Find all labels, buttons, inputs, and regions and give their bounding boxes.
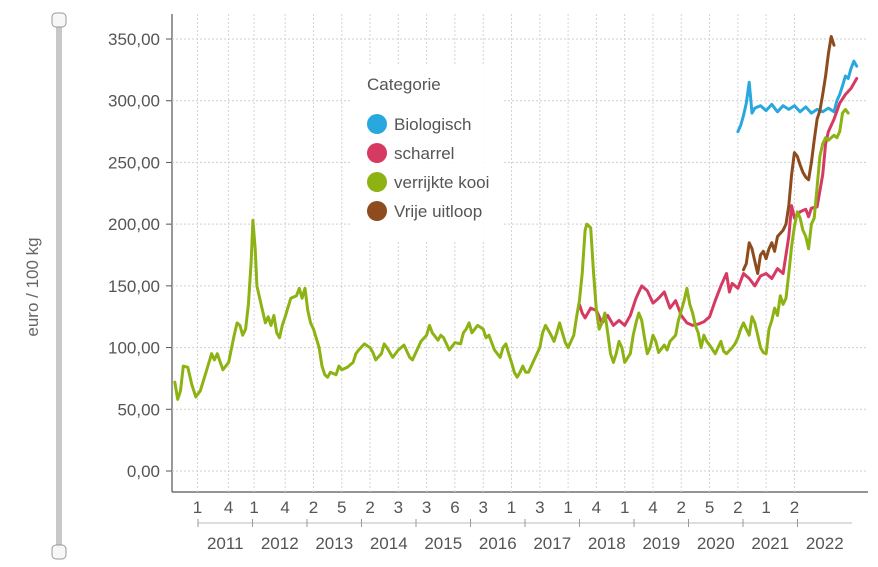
x-tick-label: 4 [648, 498, 657, 517]
y-tick-label: 0,00 [127, 462, 160, 481]
legend-item-label: scharrel [394, 144, 454, 163]
y-tick-label: 300,00 [108, 92, 160, 111]
y-tick-label: 150,00 [108, 277, 160, 296]
slider-bottom-handle[interactable] [51, 544, 67, 560]
legend: Categorie Biologisch scharrel verrijkte ko… [352, 64, 504, 242]
x-tick-label: 5 [337, 498, 346, 517]
x-tick-label: 3 [394, 498, 403, 517]
y-tick-label: 250,00 [108, 153, 160, 172]
year-label: 2012 [261, 534, 299, 553]
x-tick-label: 2 [677, 498, 686, 517]
x-tick-label: 1 [563, 498, 572, 517]
year-label: 2013 [315, 534, 353, 553]
legend-title: Categorie [367, 75, 441, 94]
y-axis-label: euro / 100 kg [23, 237, 42, 336]
x-tick-label: 2 [365, 498, 374, 517]
x-tick-label: 5 [705, 498, 714, 517]
legend-marker [367, 114, 387, 134]
legend-item-label: verrijkte kooi [394, 173, 489, 192]
series-line-verrijkte-kooi [173, 107, 850, 401]
x-tick-label: 2 [733, 498, 742, 517]
y-tick-label: 200,00 [108, 215, 160, 234]
legend-marker [367, 201, 387, 221]
y-tick-label: 100,00 [108, 339, 160, 358]
legend-marker [367, 172, 387, 192]
year-label: 2020 [697, 534, 735, 553]
year-label: 2017 [533, 534, 571, 553]
y-tick-label: 50,00 [117, 400, 160, 419]
year-label: 2021 [751, 534, 789, 553]
x-tick-label: 1 [507, 498, 516, 517]
x-tick-label: 4 [592, 498, 601, 517]
legend-item-label: Biologisch [394, 115, 472, 134]
x-tick-label: 6 [450, 498, 459, 517]
legend-marker [367, 143, 387, 163]
x-tick-label: 4 [224, 498, 233, 517]
year-label: 2014 [370, 534, 408, 553]
series-line-scharrel [577, 77, 859, 327]
x-tick-label: 1 [761, 498, 770, 517]
x-tick-label: 1 [620, 498, 629, 517]
x-tick-label: 1 [193, 498, 202, 517]
x-tick-label: 3 [535, 498, 544, 517]
x-tick-label: 2 [309, 498, 318, 517]
slider-top-handle[interactable] [51, 12, 67, 28]
year-label: 2019 [642, 534, 680, 553]
series-line-biologisch [736, 59, 859, 134]
year-label: 2022 [806, 534, 844, 553]
x-tick-label: 1 [249, 498, 258, 517]
slider-track [56, 20, 62, 553]
x-tick-label: 2 [790, 498, 799, 517]
y-range-slider[interactable] [51, 12, 67, 560]
year-label: 2016 [479, 534, 517, 553]
year-label: 2018 [588, 534, 626, 553]
series-line-vrije-uitloop [742, 35, 836, 275]
legend-item-label: Vrije uitloop [394, 202, 482, 221]
series-lines [173, 35, 859, 401]
y-tick-labels: 0,00 50,00 100,00 150,00 200,00 250,00 300,00 3… [108, 30, 160, 481]
year-label: 2015 [424, 534, 462, 553]
year-label: 2011 [207, 534, 244, 553]
x-tick-label: 3 [478, 498, 487, 517]
x-tick-label: 3 [422, 498, 431, 517]
x-tick-label: 4 [280, 498, 289, 517]
y-tick-label: 350,00 [108, 30, 160, 49]
